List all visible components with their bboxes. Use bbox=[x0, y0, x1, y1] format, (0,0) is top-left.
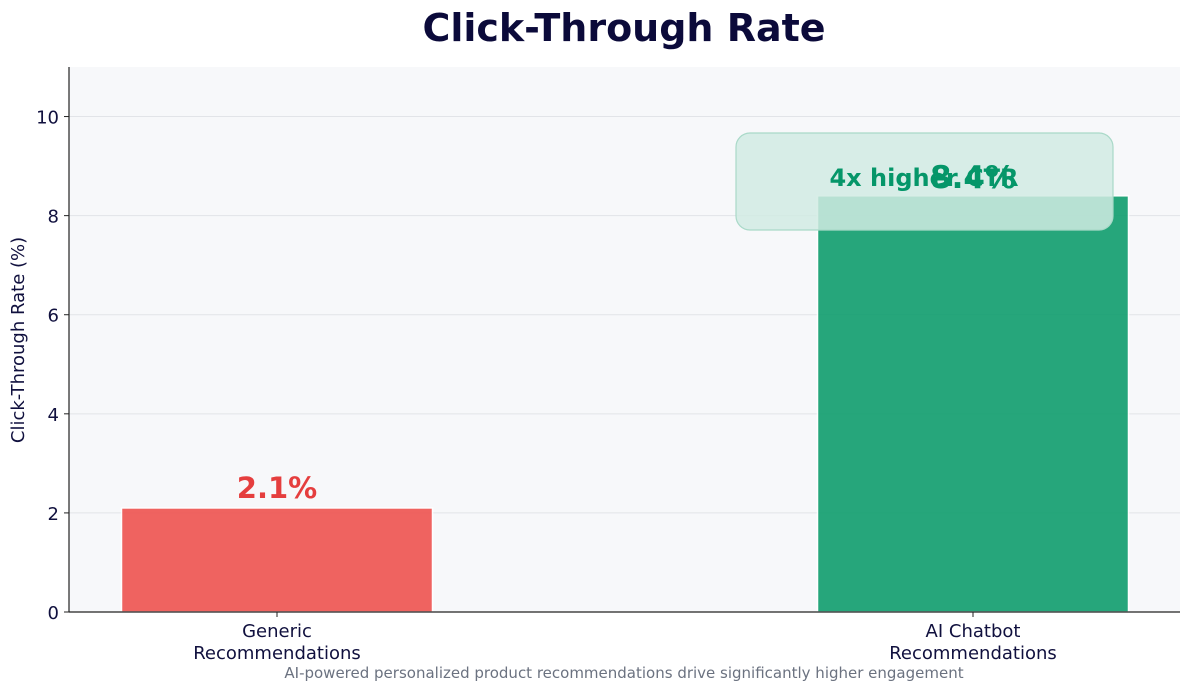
y-tick-label: 2 bbox=[48, 504, 59, 525]
y-ticks: 0 2 4 6 8 10 bbox=[36, 108, 69, 624]
annotation-text: 4x higher CTR bbox=[829, 164, 1018, 192]
bar-value-label: 8.4% bbox=[930, 160, 1016, 196]
y-axis-label: Click-Through Rate (%) bbox=[8, 237, 29, 443]
y-tick-label: 6 bbox=[48, 306, 59, 327]
bar-value-label: 2.1% bbox=[237, 471, 317, 505]
y-tick-label: 0 bbox=[48, 603, 59, 624]
x-tick-label: AI Chatbot bbox=[926, 621, 1021, 642]
x-tick-label: Generic bbox=[242, 621, 312, 642]
x-tick-label: Recommendations bbox=[889, 643, 1057, 664]
chart-subtitle: AI-powered personalized product recommen… bbox=[284, 664, 963, 682]
y-tick-label: 8 bbox=[48, 207, 59, 228]
axes bbox=[68, 67, 1180, 613]
annotation-box bbox=[735, 132, 1114, 231]
bars bbox=[120, 195, 1130, 613]
annotation: 4x higher CTR bbox=[735, 132, 1114, 231]
y-tick-label: 4 bbox=[48, 405, 59, 426]
value-labels: 2.1% 8.4% bbox=[237, 160, 1016, 505]
bar bbox=[120, 507, 434, 613]
bar bbox=[816, 195, 1130, 613]
chart-title: Click-Through Rate bbox=[422, 6, 825, 50]
x-tick-label: Recommendations bbox=[193, 643, 361, 664]
y-tick-label: 10 bbox=[36, 108, 59, 129]
